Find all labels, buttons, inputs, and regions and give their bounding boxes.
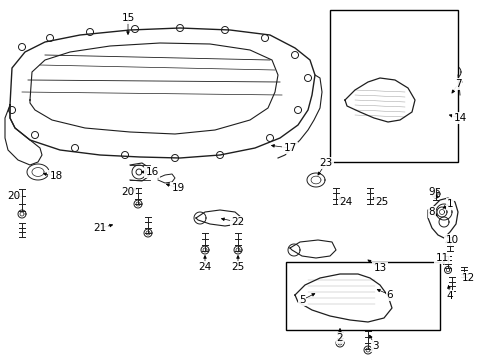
Text: 23: 23	[319, 158, 332, 168]
Text: 2: 2	[336, 333, 343, 343]
Text: 6: 6	[386, 290, 392, 300]
Text: 4: 4	[446, 291, 452, 301]
Text: 11: 11	[434, 253, 447, 263]
Text: 20: 20	[7, 191, 20, 201]
Text: 24: 24	[339, 197, 352, 207]
Text: 21: 21	[93, 223, 106, 233]
Text: 12: 12	[461, 273, 474, 283]
Text: 3: 3	[371, 341, 378, 351]
Text: 1: 1	[446, 199, 452, 209]
Text: 9: 9	[428, 187, 434, 197]
Text: 19: 19	[171, 183, 184, 193]
Text: 16: 16	[145, 167, 158, 177]
Text: 13: 13	[373, 263, 386, 273]
Text: 22: 22	[231, 217, 244, 227]
Text: 20: 20	[121, 187, 134, 197]
Text: 5: 5	[298, 295, 305, 305]
Text: 10: 10	[445, 235, 458, 245]
Bar	[329, 10, 457, 162]
Bar	[285, 262, 439, 330]
Text: 24: 24	[198, 262, 211, 272]
Text: 8: 8	[428, 207, 434, 217]
Text: 25: 25	[375, 197, 388, 207]
Text: 17: 17	[283, 143, 296, 153]
Text: 14: 14	[452, 113, 466, 123]
Text: 7: 7	[454, 79, 460, 89]
Text: 25: 25	[231, 262, 244, 272]
Text: 15: 15	[121, 13, 134, 23]
Text: 18: 18	[49, 171, 62, 181]
